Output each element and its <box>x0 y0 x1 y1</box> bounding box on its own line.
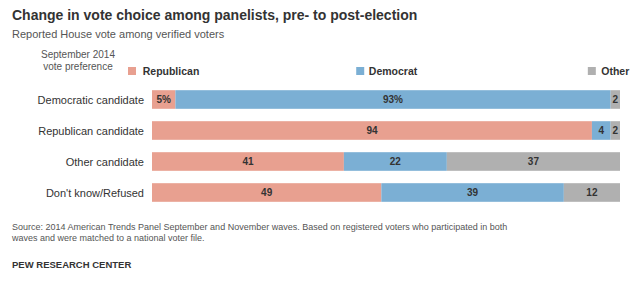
bar-segment <box>152 152 344 171</box>
subtitle: Reported House vote among verified voter… <box>12 28 225 40</box>
bars <box>152 90 620 202</box>
legend-swatch <box>128 67 136 75</box>
data-label: 39 <box>467 187 479 198</box>
legend-entry: Other <box>601 65 629 77</box>
data-label: 49 <box>261 187 273 198</box>
legend-swatch <box>588 67 596 75</box>
data-label: 5% <box>156 94 171 105</box>
bar-segment <box>344 152 447 171</box>
chart: Change in vote choice among panelists, p… <box>0 0 641 281</box>
data-label: 94 <box>366 125 378 136</box>
bar-segment <box>592 121 611 140</box>
bar-segment <box>381 183 564 202</box>
data-label: 41 <box>242 156 254 167</box>
legend-entry: Republican <box>143 65 200 77</box>
data-label: 93% <box>383 94 403 105</box>
category-label: Republican candidate <box>38 125 144 137</box>
bar-segment <box>611 121 620 140</box>
bar-segment <box>152 121 592 140</box>
category-label: Don't know/Refused <box>46 187 144 199</box>
bar-segment <box>611 90 620 109</box>
title: Change in vote choice among panelists, p… <box>12 7 417 23</box>
data-label: 22 <box>390 156 402 167</box>
legend-swatch <box>356 67 364 75</box>
background <box>0 0 641 281</box>
category-label: Democratic candidate <box>38 94 144 106</box>
footer: PEW RESEARCH CENTER <box>12 259 131 270</box>
legend: Republican Democrat Other <box>128 65 629 77</box>
source: Source: 2014 American Trends Panel Septe… <box>11 222 507 243</box>
bar-segment <box>447 152 620 171</box>
legend-entry: Democrat <box>369 65 418 77</box>
data-label: 12 <box>586 187 598 198</box>
bar-segment <box>152 90 175 109</box>
y-axis-label: September 2014vote preference <box>41 49 115 72</box>
bar-segment <box>564 183 620 202</box>
data-label: 2 <box>613 125 619 136</box>
category-label: Other candidate <box>66 156 144 168</box>
data-label: 37 <box>528 156 540 167</box>
data-label: 4 <box>598 125 604 136</box>
bar-segment <box>175 90 610 109</box>
bar-segment <box>152 183 381 202</box>
data-labels: 5%93%29442412237493912 <box>156 94 618 198</box>
data-label: 2 <box>613 94 619 105</box>
